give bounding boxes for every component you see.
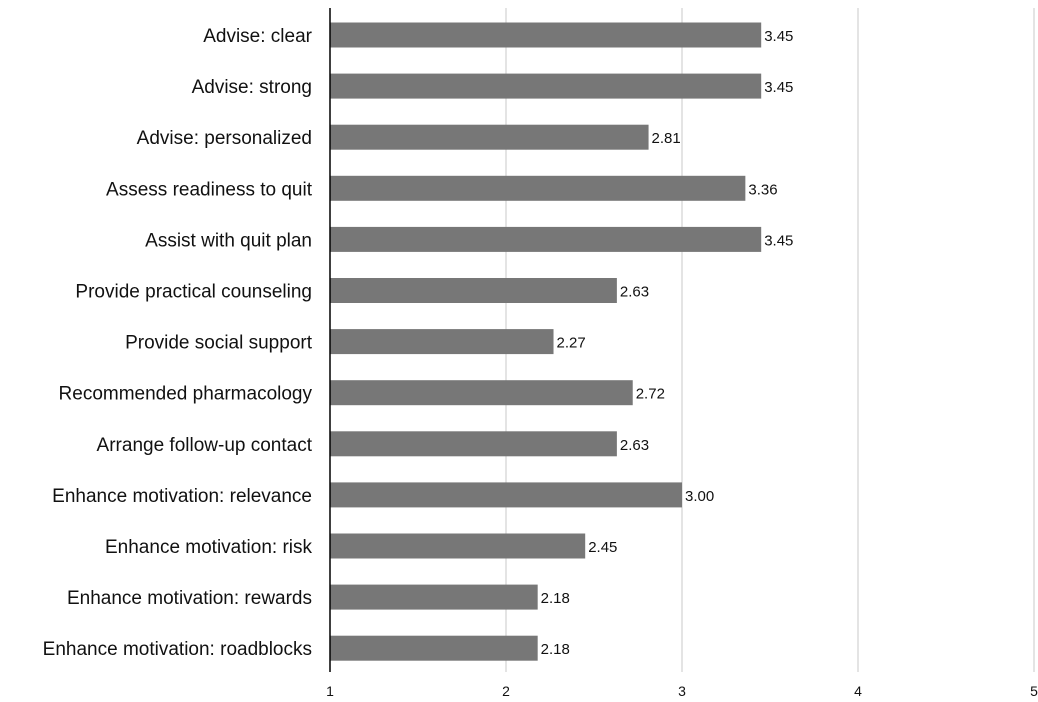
bar-8 <box>330 380 633 406</box>
value-labels: 3.45 3.45 2.81 3.36 3.45 2.63 2.27 2.72 2.63 3.00… <box>541 28 794 658</box>
category-label-7: Provide social support <box>125 333 313 354</box>
category-label-12: Enhance motivation: rewards <box>67 588 312 609</box>
bar-2 <box>330 73 762 99</box>
category-label-5: Assist with quit plan <box>145 230 312 251</box>
x-tick-label-4: 4 <box>854 683 862 699</box>
value-label-7: 2.27 <box>557 335 586 352</box>
value-label-2: 3.45 <box>764 79 793 96</box>
bar-12 <box>330 584 538 610</box>
value-label-9: 2.63 <box>620 437 649 454</box>
bar-6 <box>330 278 617 303</box>
value-label-11: 2.45 <box>588 539 617 556</box>
bar-9 <box>330 431 617 457</box>
value-label-4: 3.36 <box>748 181 777 198</box>
category-label-8: Recommended pharmacology <box>59 384 313 405</box>
value-label-10: 3.00 <box>685 488 714 505</box>
bar-3 <box>330 124 649 150</box>
x-tick-label-5: 5 <box>1030 683 1038 699</box>
category-label-6: Provide practical counseling <box>75 282 312 303</box>
value-label-8: 2.72 <box>636 386 665 403</box>
bar-11 <box>330 533 586 559</box>
category-label-2: Advise: strong <box>192 77 312 98</box>
category-label-13: Enhance motivation: roadblocks <box>43 639 312 660</box>
category-label-1: Advise: clear <box>203 26 312 47</box>
x-tick-label-3: 3 <box>678 683 686 699</box>
value-label-13: 2.18 <box>541 641 570 658</box>
value-label-6: 2.63 <box>620 284 649 301</box>
bar-5 <box>330 226 762 252</box>
x-tick-label-1: 1 <box>326 683 334 699</box>
bar-13 <box>330 635 538 661</box>
category-label-11: Enhance motivation: risk <box>105 537 312 558</box>
bar-4 <box>330 175 746 201</box>
bars <box>330 22 762 661</box>
category-label-9: Arrange follow-up contact <box>97 435 313 456</box>
value-label-12: 2.18 <box>541 590 570 607</box>
value-label-3: 2.81 <box>652 130 681 147</box>
category-label-10: Enhance motivation: relevance <box>52 486 312 507</box>
category-label-4: Assess readiness to quit <box>106 179 313 200</box>
bar-7 <box>330 329 554 355</box>
x-axis-tick-labels: 1 2 3 4 5 <box>326 683 1038 699</box>
value-label-5: 3.45 <box>764 232 793 249</box>
bar-1 <box>330 22 762 48</box>
value-label-1: 3.45 <box>764 28 793 45</box>
bar-10 <box>330 482 682 508</box>
category-labels: Advise: clear Advise: strong Advise: perso… <box>43 26 313 660</box>
category-label-3: Advise: personalized <box>137 128 312 149</box>
x-tick-label-2: 2 <box>502 683 510 699</box>
